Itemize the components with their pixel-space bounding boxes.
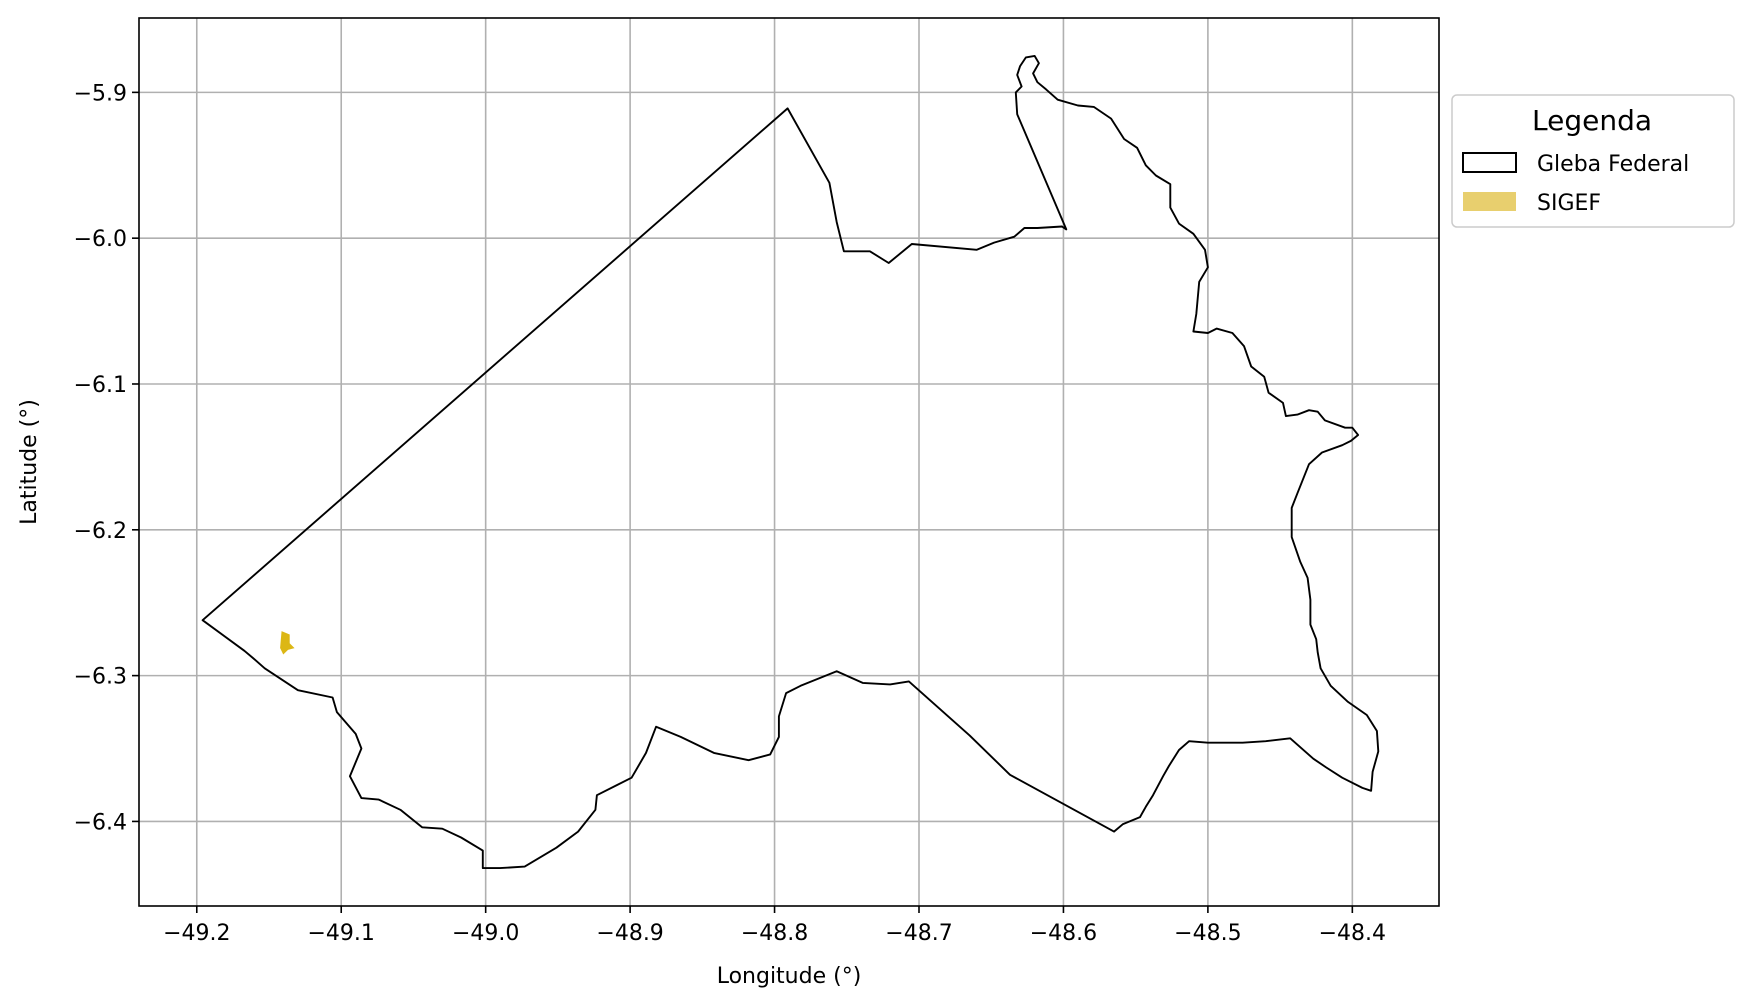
y-axis-label: Latitude (°) <box>17 399 42 525</box>
legend: Legenda Gleba Federal SIGEF <box>1451 94 1735 228</box>
x-tick-label: −49.2 <box>163 921 230 946</box>
legend-label-sigef: SIGEF <box>1537 191 1601 216</box>
y-tick-label: −6.3 <box>74 665 127 690</box>
x-axis-label: Longitude (°) <box>717 964 862 989</box>
legend-label-gleba-federal: Gleba Federal <box>1537 152 1689 177</box>
y-tick-label: −6.4 <box>74 810 127 835</box>
x-tick-label: −48.6 <box>1030 921 1097 946</box>
legend-swatch-gleba-federal <box>1462 152 1517 173</box>
x-tick-label: −49.1 <box>308 921 375 946</box>
map-data-layer <box>201 54 1380 870</box>
x-tick-label: −48.5 <box>1174 921 1241 946</box>
x-tick-label: −48.4 <box>1319 921 1386 946</box>
x-tick-label: −48.9 <box>596 921 663 946</box>
legend-swatch-sigef <box>1463 192 1516 211</box>
axis-ticks: −49.2 −49.1 −49.0 −48.9 −48.8 −48.7 −48.6 −48.5… <box>74 81 1386 946</box>
legend-title: Legenda <box>1532 104 1652 137</box>
y-tick-label: −6.0 <box>74 227 127 252</box>
plot-frame <box>138 17 1440 907</box>
legend-box <box>1451 94 1735 228</box>
x-tick-label: −48.8 <box>741 921 808 946</box>
gleba-federal-polygon <box>201 54 1380 870</box>
y-tick-label: −5.9 <box>74 81 127 106</box>
y-tick-label: −6.1 <box>74 373 127 398</box>
x-tick-label: −49.0 <box>452 921 519 946</box>
sigef-polygon <box>280 631 295 655</box>
x-tick-label: −48.7 <box>885 921 952 946</box>
y-tick-label: −6.2 <box>74 519 127 544</box>
grid-lines <box>139 18 1439 906</box>
